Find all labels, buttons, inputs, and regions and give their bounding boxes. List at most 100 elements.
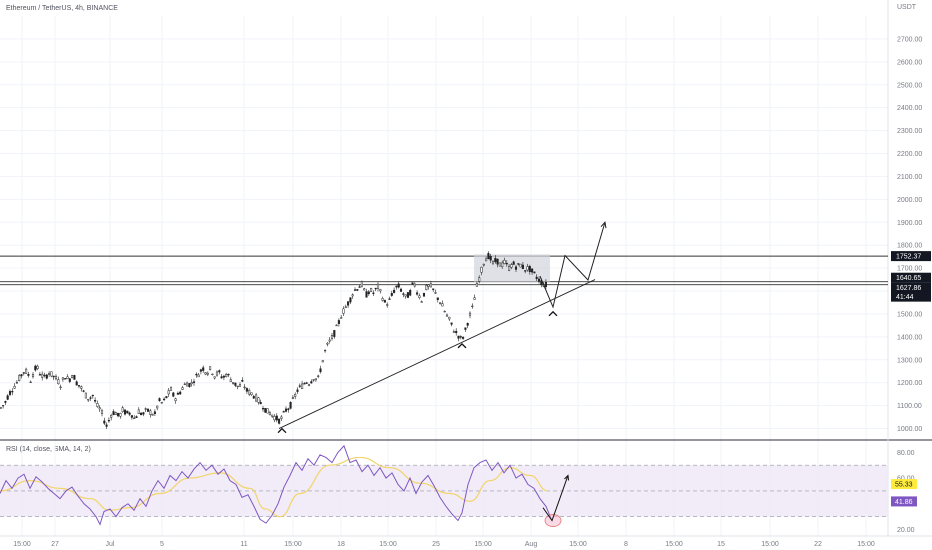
candle-down: [524, 270, 527, 272]
candle-down: [289, 402, 292, 409]
candle-up: [312, 379, 315, 381]
candle-down: [432, 288, 435, 290]
time-tick-label: 15:00: [569, 541, 587, 548]
candle-down: [89, 397, 92, 399]
candle-up: [330, 335, 334, 339]
price-tick-label: 1700.00: [897, 266, 922, 273]
candle-down: [462, 336, 465, 339]
candle-up: [31, 374, 35, 377]
candle-up: [418, 295, 421, 298]
candle-up: [498, 262, 501, 267]
price-level-tag: [891, 282, 931, 293]
candle-up: [501, 262, 504, 267]
price-level-tag: [891, 272, 931, 283]
candle-up: [381, 298, 384, 301]
rsi-sma-value-tag: [891, 479, 917, 490]
candle-down: [298, 385, 301, 387]
candle-down: [135, 416, 138, 418]
candle-up: [13, 385, 16, 389]
candle-down: [531, 268, 534, 273]
candle-up: [151, 414, 154, 416]
candle-down: [75, 381, 78, 386]
candle-down: [52, 375, 55, 378]
candle-down: [232, 382, 235, 384]
candle-up: [169, 387, 173, 391]
candle-down: [517, 263, 520, 265]
candle-up: [71, 375, 74, 378]
candle-up: [209, 366, 212, 370]
candle-up: [110, 415, 113, 418]
candle-down: [163, 398, 166, 401]
candle-down: [45, 374, 48, 379]
candle-down: [450, 322, 453, 325]
candle-up: [0, 407, 2, 409]
candle-up: [211, 373, 214, 376]
candle-down: [402, 293, 405, 295]
time-tick-label: 8: [624, 541, 628, 548]
candle-down: [227, 373, 230, 376]
candle-up: [439, 302, 442, 304]
candle-up: [2, 404, 5, 407]
candle-up: [482, 263, 485, 266]
candle-up: [114, 412, 117, 415]
candle-up: [181, 387, 184, 390]
candle-down: [487, 253, 490, 260]
time-tick-label: 15:00: [761, 541, 779, 548]
price-tick-label: 1800.00: [897, 243, 922, 250]
candle-down: [333, 330, 336, 337]
rsi-projection-arrow: [542, 475, 569, 522]
candle-down: [349, 297, 352, 303]
candle-up: [229, 379, 232, 383]
candle-up: [96, 403, 99, 407]
candle-up: [480, 267, 483, 273]
candle-up: [204, 372, 207, 375]
price-tick-label: 2600.00: [897, 59, 922, 66]
candle-down: [390, 293, 393, 296]
candle-down: [406, 292, 409, 298]
candle-up: [294, 393, 297, 397]
candle-up: [291, 397, 294, 399]
candle-up: [360, 281, 363, 287]
candle-up: [236, 385, 239, 388]
candle-down: [356, 289, 359, 291]
rsi-oversold-circle: [544, 514, 562, 527]
rsi-indicator-label[interactable]: RSI (14, close, SMA, 14, 2): [6, 446, 91, 453]
time-tick-label: 5: [160, 541, 164, 548]
candle-up: [121, 407, 124, 412]
candle-down: [8, 391, 12, 395]
time-tick-label: 11: [240, 541, 247, 548]
candle-down: [165, 396, 168, 399]
candle-up: [160, 402, 163, 404]
candle-down: [521, 264, 524, 269]
candle-up: [119, 413, 122, 417]
candle-down: [103, 420, 106, 424]
candle-down: [367, 291, 370, 295]
candle-down: [34, 365, 37, 371]
candle-down: [199, 369, 202, 372]
candle-down: [94, 399, 97, 402]
price-level-tag: [891, 251, 931, 262]
candle-down: [397, 283, 400, 288]
price-level-tag-text: 1640.65: [896, 275, 921, 282]
candle-down: [459, 336, 462, 338]
candle-down: [514, 266, 518, 270]
candle-up: [301, 383, 304, 389]
candle-up: [448, 316, 451, 320]
candle-up: [445, 314, 449, 317]
candle-up: [183, 383, 186, 386]
swing-low-marker: [548, 310, 558, 317]
candle-up: [255, 394, 258, 402]
price-level-tag-text: 1752.37: [896, 254, 921, 261]
candle-up: [137, 409, 140, 414]
rsi-tick-label: 60.00: [897, 476, 915, 483]
price-tick-label: 1300.00: [897, 357, 922, 364]
time-tick-label: 15:00: [284, 541, 302, 548]
candle-up: [441, 303, 444, 307]
candle-down: [537, 278, 541, 282]
candle-up: [66, 376, 69, 379]
price-tick-label: 2700.00: [897, 36, 922, 43]
price-tick-label: 2000.00: [897, 197, 922, 204]
candle-down: [117, 412, 120, 417]
candle-up: [87, 399, 90, 401]
